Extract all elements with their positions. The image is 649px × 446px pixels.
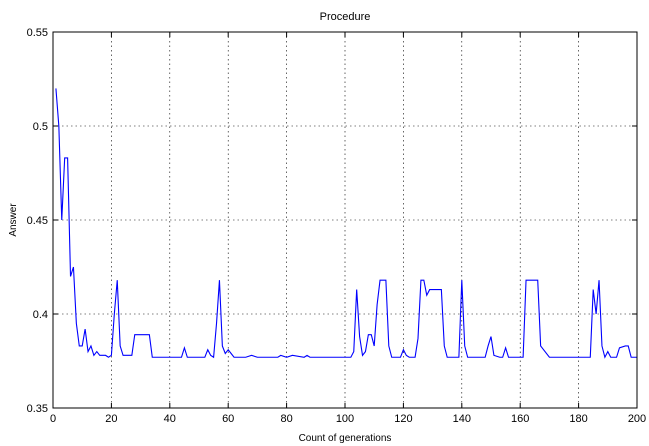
x-axis-label: Count of generations <box>299 433 392 444</box>
x-tick-label: 160 <box>511 413 529 425</box>
y-tick-label: 0.55 <box>27 27 48 39</box>
x-tick-label: 100 <box>336 413 354 425</box>
y-axis-label: Answer <box>8 203 19 237</box>
y-tick-label: 0.45 <box>27 215 48 227</box>
x-tick-label: 140 <box>453 413 471 425</box>
y-tick-label: 0.5 <box>33 121 48 133</box>
y-tick-label: 0.35 <box>27 403 48 415</box>
x-tick-label: 0 <box>50 413 56 425</box>
x-tick-label: 120 <box>394 413 412 425</box>
chart-title: Procedure <box>320 11 371 23</box>
y-tick-label: 0.4 <box>33 309 48 321</box>
x-tick-label: 20 <box>105 413 117 425</box>
x-tick-label: 80 <box>280 413 292 425</box>
x-tick-labels: 0 20 40 60 80 100 120 140 160 180 200 <box>50 413 646 425</box>
x-tick-label: 200 <box>628 413 646 425</box>
series-line <box>55 88 637 359</box>
plot-frame <box>52 31 638 409</box>
x-tick-label: 180 <box>569 413 587 425</box>
y-tick-labels: 0.35 0.4 0.45 0.5 0.55 <box>27 27 48 415</box>
x-tick-label: 60 <box>222 413 234 425</box>
x-tick-label: 40 <box>164 413 176 425</box>
